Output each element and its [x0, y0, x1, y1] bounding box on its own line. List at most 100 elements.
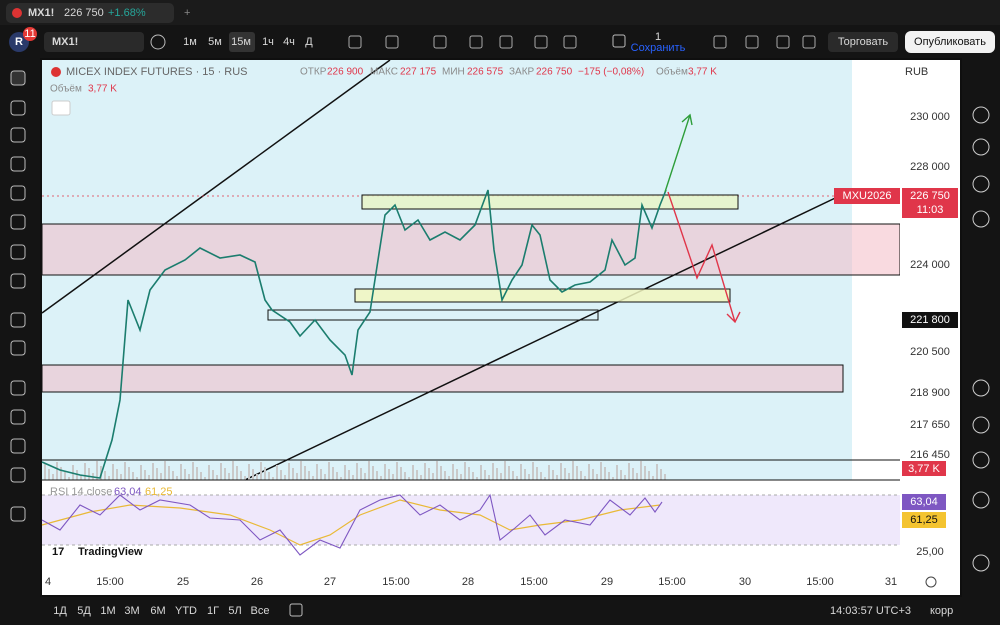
range-button[interactable]: 6М: [150, 605, 165, 617]
save-button[interactable]: Сохранить: [631, 42, 686, 54]
tool-icon[interactable]: [10, 214, 26, 230]
date-range-button[interactable]: [289, 603, 303, 617]
rsi-ma-line: [41, 499, 661, 546]
interval-button[interactable]: 1м: [183, 36, 197, 48]
volume-bar: [516, 476, 518, 480]
range-button[interactable]: 1Г: [207, 605, 219, 617]
drawing-tools: [10, 70, 26, 522]
layout-icon[interactable]: [612, 34, 626, 48]
interval-button[interactable]: Д: [305, 36, 313, 48]
volume-box: [902, 461, 946, 476]
tool-icon[interactable]: [10, 185, 26, 201]
axis-settings[interactable]: [925, 576, 937, 588]
sidebar-icon[interactable]: [972, 491, 990, 509]
axis-rsi-ma: 61,25: [910, 514, 938, 526]
range-button[interactable]: 5Л: [228, 605, 241, 617]
sidebar-icon[interactable]: [972, 175, 990, 193]
range-button[interactable]: Все: [251, 605, 270, 617]
volume-bar: [520, 464, 522, 480]
sidebar-icon[interactable]: [972, 451, 990, 469]
tool-icon[interactable]: [745, 35, 759, 49]
tool-icon[interactable]: [10, 273, 26, 289]
volume-bar: [592, 469, 594, 480]
volume-value: 3,77 K: [688, 67, 717, 78]
volume-bar: [640, 461, 642, 480]
range-button[interactable]: 1М: [100, 605, 115, 617]
sidebar-icon[interactable]: [972, 138, 990, 156]
tab[interactable]: [6, 3, 174, 23]
tool-icon[interactable]: [10, 312, 26, 328]
volume-bar: [452, 464, 454, 480]
trade-button[interactable]: [828, 32, 898, 52]
volume-bar: [572, 461, 574, 480]
range-button[interactable]: 5Д: [77, 605, 91, 617]
volume-bar: [276, 465, 278, 480]
rsi-label: RSI 14 close: [50, 486, 112, 498]
volume-bar: [528, 474, 530, 480]
volume-bar: [148, 475, 150, 480]
bear-arrow-head: [726, 311, 741, 324]
volume-bar: [160, 473, 162, 480]
tool-icon[interactable]: [10, 438, 26, 454]
tool-icon[interactable]: [385, 35, 399, 49]
volume-bar: [188, 474, 190, 480]
currency: RUB: [905, 66, 928, 78]
tool-icon[interactable]: [469, 35, 483, 49]
symbol-search[interactable]: [44, 32, 144, 52]
price-label: 230 000: [910, 111, 950, 123]
volume-bar: [56, 462, 58, 480]
tool-icon[interactable]: [499, 35, 513, 49]
sidebar-icon[interactable]: [972, 106, 990, 124]
range-button[interactable]: 3М: [124, 605, 139, 617]
tool-icon[interactable]: [10, 127, 26, 143]
interval-button[interactable]: 4ч: [283, 36, 295, 48]
volume-bar: [128, 467, 130, 480]
range-button[interactable]: YTD: [175, 605, 197, 617]
volume-bar: [136, 477, 138, 480]
volume-bar: [508, 466, 510, 480]
tool-icon[interactable]: [534, 35, 548, 49]
tool-icon[interactable]: [10, 340, 26, 356]
volume-bar: [240, 471, 242, 480]
sidebar-icon[interactable]: [972, 416, 990, 434]
tool-icon[interactable]: [10, 380, 26, 396]
new-tab[interactable]: +: [184, 7, 190, 19]
publish-button[interactable]: [905, 31, 995, 53]
tool-icon[interactable]: [776, 35, 790, 49]
volume-bar: [164, 461, 166, 480]
tool-icon[interactable]: [348, 35, 362, 49]
volume-bar: [304, 466, 306, 480]
tool-icon[interactable]: [10, 244, 26, 260]
volume-bar: [204, 477, 206, 480]
tool-icon[interactable]: [10, 467, 26, 483]
range-button[interactable]: 1Д: [53, 605, 67, 617]
tool-icon[interactable]: [802, 35, 816, 49]
tool-icon[interactable]: [10, 156, 26, 172]
compare-button[interactable]: [150, 34, 166, 50]
tool-icon[interactable]: [713, 35, 727, 49]
volume-bar: [172, 471, 174, 480]
last-price-box: [902, 188, 958, 218]
interval-button[interactable]: 1ч: [262, 36, 274, 48]
interval-button[interactable]: 5м: [208, 36, 222, 48]
collapse-button[interactable]: [51, 100, 71, 116]
tool-icon[interactable]: [10, 506, 26, 522]
volume-bar: [256, 474, 258, 480]
tool-icon[interactable]: [433, 35, 447, 49]
interval-button[interactable]: 15м: [231, 36, 251, 48]
volume-bar: [344, 465, 346, 480]
tool-icon[interactable]: [10, 100, 26, 116]
volume-bar: [236, 466, 238, 480]
tool-icon[interactable]: [10, 409, 26, 425]
tool-icon[interactable]: [563, 35, 577, 49]
volume-bar: [524, 469, 526, 480]
volume-bar: [124, 462, 126, 480]
tool-icon[interactable]: [10, 70, 26, 86]
open-value: 226 900: [327, 67, 364, 78]
sidebar-icon[interactable]: [972, 379, 990, 397]
sidebar-icon[interactable]: [972, 554, 990, 572]
volume-bar: [120, 474, 122, 480]
sidebar-icon[interactable]: [972, 210, 990, 228]
adjust-mode[interactable]: корр: [930, 605, 953, 617]
volume-bar: [96, 461, 98, 480]
